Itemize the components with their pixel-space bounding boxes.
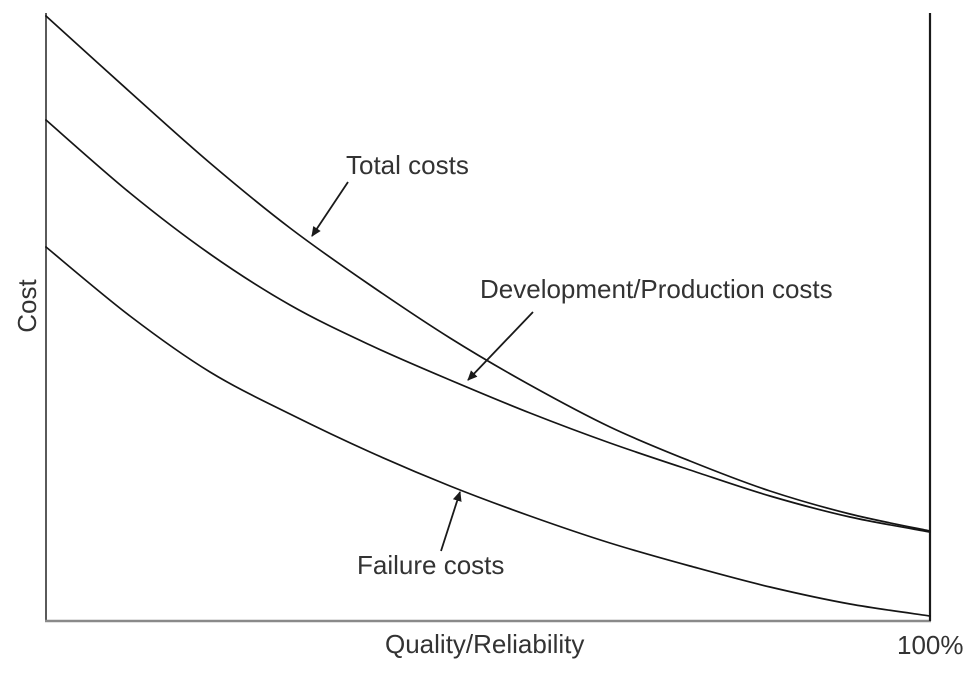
annotation-label-development-production-costs: Development/Production costs <box>480 274 833 304</box>
arrow-total-costs <box>311 181 349 237</box>
curve-development-production-costs <box>45 119 931 533</box>
annotation-label-failure-costs: Failure costs <box>357 550 505 580</box>
annotation-arrows <box>311 181 534 552</box>
arrow-failure-costs <box>440 491 462 552</box>
x-axis-label: Quality/Reliability <box>385 629 585 659</box>
y-axis-label: Cost <box>12 279 43 333</box>
x-axis-max-tick-label: 100% <box>897 630 964 660</box>
arrow-development-production-costs <box>467 311 534 381</box>
curve-total-costs <box>45 15 931 532</box>
axes <box>45 13 932 623</box>
curves <box>45 15 931 617</box>
curve-failure-costs <box>45 246 931 617</box>
annotation-label-total-costs: Total costs <box>346 150 469 180</box>
